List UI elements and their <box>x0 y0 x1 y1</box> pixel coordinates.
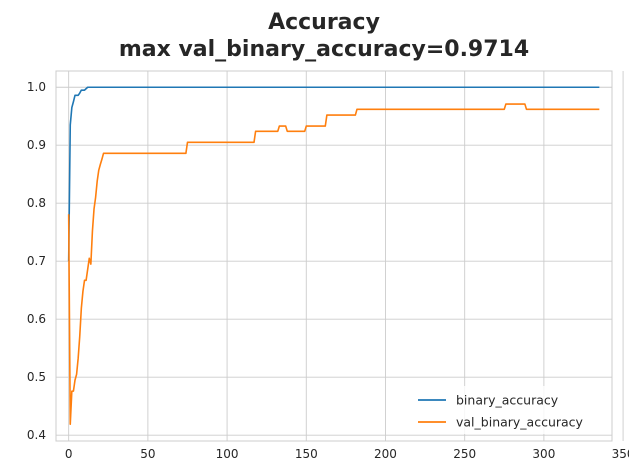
x-tick-label: 200 <box>374 447 397 461</box>
chart-title: Accuracy <box>268 10 380 35</box>
y-tick-label: 0.5 <box>27 370 46 384</box>
y-tick-label: 0.9 <box>27 138 46 152</box>
x-tick-label: 50 <box>140 447 155 461</box>
legend-box <box>410 386 606 434</box>
series-layer <box>67 86 600 425</box>
x-tick-label: 250 <box>453 447 476 461</box>
y-tick-label: 0.8 <box>27 196 46 210</box>
plot-frame <box>55 70 613 442</box>
y-tick-label: 1.0 <box>27 80 46 94</box>
chart-subtitle: max val_binary_accuracy=0.9714 <box>119 37 529 62</box>
y-tick-label: 0.6 <box>27 312 46 326</box>
y-tick-label: 0.7 <box>27 254 46 268</box>
legend: binary_accuracy val_binary_accuracy <box>410 386 606 434</box>
tick-labels: 0 50 100 150 200 250 300 350 0.4 0.5 0.6 0.7 0.8 0.9 1… <box>27 80 629 461</box>
x-tick-label: 100 <box>216 447 239 461</box>
binary-accuracy-line <box>67 86 600 262</box>
x-tick-label: 350 <box>612 447 629 461</box>
val-binary-accuracy-line <box>67 103 600 425</box>
x-tick-label: 150 <box>295 447 318 461</box>
grid <box>56 71 624 441</box>
x-tick-label: 0 <box>65 447 73 461</box>
x-tick-label: 300 <box>532 447 555 461</box>
legend-label-binary-accuracy: binary_accuracy <box>456 393 559 408</box>
y-tick-label: 0.4 <box>27 428 46 442</box>
legend-label-val-binary-accuracy: val_binary_accuracy <box>456 415 584 430</box>
